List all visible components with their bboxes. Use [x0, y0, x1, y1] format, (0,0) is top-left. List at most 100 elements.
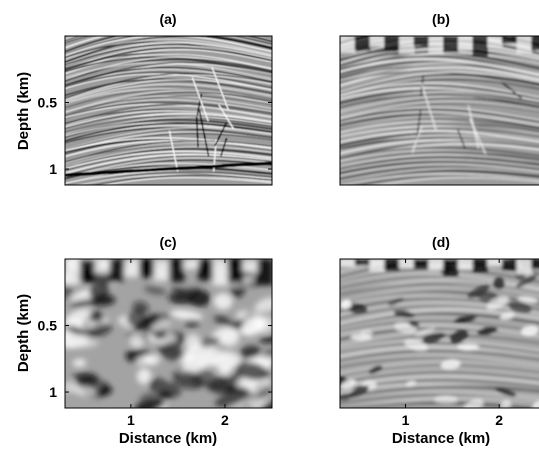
texture-blob	[340, 259, 356, 267]
texture-blob	[413, 259, 430, 269]
texture-blob	[138, 259, 155, 278]
texture-stroke	[340, 129, 539, 144]
texture-blob	[242, 259, 259, 272]
texture-stroke	[65, 145, 272, 163]
texture-blob	[368, 365, 383, 374]
ytick-label: 0.5	[38, 95, 58, 111]
texture-stroke	[420, 83, 437, 131]
texture-blob	[73, 386, 97, 397]
panel-b-title: (b)	[432, 11, 450, 27]
texture-blob	[369, 259, 386, 272]
texture-blob	[225, 385, 250, 396]
texture-blob	[251, 378, 271, 392]
texture-stroke	[65, 71, 272, 89]
texture-blob	[349, 385, 369, 398]
texture-stroke	[469, 118, 487, 155]
texture-blob	[360, 329, 373, 338]
panel-c: (c)	[64, 234, 273, 409]
texture-blob	[183, 259, 200, 270]
texture-blob	[65, 283, 74, 300]
texture-blob	[79, 259, 96, 283]
texture-blob	[500, 399, 512, 408]
texture-stroke	[340, 155, 539, 171]
texture-stroke	[65, 157, 272, 179]
texture-blob	[109, 259, 126, 282]
texture-stroke	[65, 153, 272, 175]
texture-stroke	[340, 76, 539, 96]
texture-stroke	[340, 108, 539, 123]
texture-blob	[129, 333, 144, 348]
texture-stroke	[65, 66, 272, 87]
panel-a-image	[65, 36, 272, 185]
texture-blob	[158, 344, 186, 361]
texture-stroke	[340, 311, 539, 328]
texture-blob	[463, 398, 484, 408]
texture-blob	[143, 285, 167, 296]
texture-blob	[340, 36, 356, 54]
texture-blob	[212, 259, 229, 286]
texture-stroke	[340, 319, 539, 335]
texture-blob	[190, 348, 222, 361]
texture-stroke	[65, 165, 272, 184]
texture-blob	[457, 259, 474, 270]
texture-stroke	[65, 145, 272, 168]
texture-stroke	[65, 155, 272, 177]
texture-stroke	[65, 88, 272, 105]
texture-stroke	[65, 161, 272, 177]
texture-blob	[65, 307, 92, 327]
texture-stroke	[340, 173, 539, 185]
texture-blob	[393, 310, 416, 318]
texture-blob	[487, 259, 503, 267]
texture-blob	[449, 329, 469, 343]
texture-stroke	[340, 167, 539, 184]
texture-stroke	[340, 89, 539, 105]
texture-blob	[428, 259, 444, 271]
texture-stroke	[65, 126, 272, 151]
texture-stroke	[340, 84, 539, 100]
texture-blob	[421, 332, 446, 344]
texture-stroke	[340, 61, 539, 84]
texture-stroke	[191, 77, 209, 122]
texture-blob	[495, 387, 517, 397]
texture-stroke	[196, 93, 203, 116]
xtick-label: 1	[402, 412, 410, 428]
texture-stroke	[65, 99, 272, 117]
texture-blob	[213, 293, 233, 310]
texture-stroke	[65, 58, 272, 82]
texture-blob	[516, 36, 533, 54]
texture-stroke	[411, 126, 422, 154]
texture-blob	[531, 259, 539, 270]
texture-stroke	[340, 159, 539, 171]
texture-stroke	[340, 323, 539, 338]
texture-blob	[457, 36, 474, 52]
texture-stroke	[214, 122, 228, 147]
texture-blob	[94, 259, 111, 274]
texture-blob	[516, 259, 533, 275]
panel-a-frame	[64, 35, 273, 186]
texture-blob	[486, 295, 509, 311]
texture-stroke	[340, 102, 539, 122]
texture-stroke	[340, 66, 539, 87]
texture-stroke	[340, 359, 539, 375]
texture-stroke	[340, 385, 539, 401]
texture-blob	[65, 338, 99, 348]
texture-blob	[415, 326, 436, 337]
panel-c-image	[65, 259, 272, 408]
texture-blob	[440, 359, 461, 370]
texture-stroke	[65, 48, 272, 74]
panel-b: (b)	[339, 11, 539, 186]
texture-blob	[354, 259, 371, 266]
texture-blob	[354, 36, 371, 51]
texture-blob	[492, 277, 505, 290]
panel-d-title: (d)	[432, 234, 450, 250]
texture-blob	[65, 259, 81, 285]
texture-stroke	[340, 106, 539, 121]
texture-blob	[433, 395, 458, 404]
texture-stroke	[340, 115, 539, 132]
texture-stroke	[65, 95, 272, 113]
texture-stroke	[195, 116, 199, 148]
texture-blob	[203, 380, 234, 396]
texture-stroke	[218, 104, 235, 130]
texture-blob	[531, 36, 539, 51]
